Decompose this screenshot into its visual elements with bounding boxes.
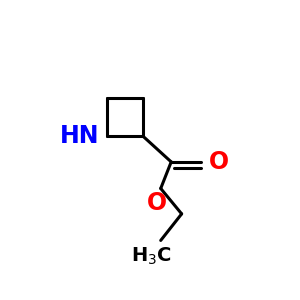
Text: O: O [208,150,229,174]
Text: O: O [147,191,167,215]
Text: HN: HN [60,124,99,148]
Text: H$_3$C: H$_3$C [131,246,172,267]
